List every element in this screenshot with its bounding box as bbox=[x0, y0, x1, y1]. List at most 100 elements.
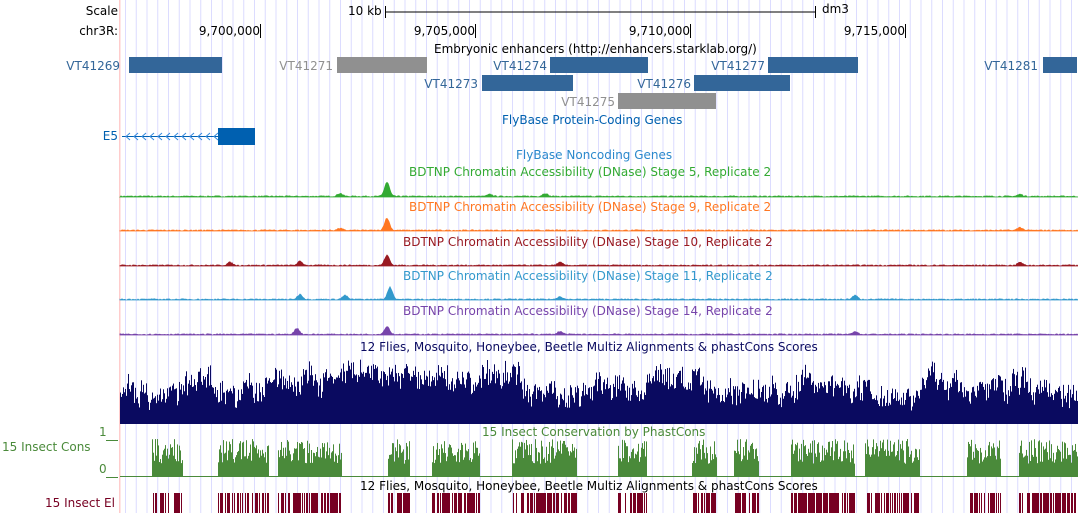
cons-bar bbox=[865, 443, 866, 477]
multiz-bar bbox=[640, 394, 641, 424]
conserved-element bbox=[298, 493, 299, 513]
multiz-bar bbox=[370, 378, 371, 424]
multiz-bar bbox=[538, 390, 539, 424]
multiz-bar bbox=[435, 385, 436, 424]
cons-bar bbox=[277, 476, 278, 477]
conserved-element bbox=[281, 493, 282, 513]
multiz-bar bbox=[992, 379, 993, 424]
enhancer-label[interactable]: VT41281 bbox=[984, 59, 1038, 73]
enhancer-label[interactable]: VT41277 bbox=[711, 59, 765, 73]
track-title-dnase-stage5[interactable]: BDTNP Chromatin Accessibility (DNase) St… bbox=[409, 165, 772, 179]
multiz-bar bbox=[659, 382, 660, 424]
multiz-bar bbox=[475, 382, 476, 424]
cons-bar bbox=[194, 476, 195, 477]
cons-bar bbox=[498, 476, 499, 477]
conserved-element bbox=[1034, 493, 1035, 513]
enhancer-label[interactable]: VT41276 bbox=[637, 77, 691, 91]
cons-bar bbox=[529, 444, 530, 477]
conserved-element bbox=[454, 493, 455, 513]
track-title-elements[interactable]: 12 Flies, Mosquito, Honeybee, Beetle Mul… bbox=[360, 479, 818, 493]
cons-side-label[interactable]: 15 Insect Cons bbox=[2, 440, 91, 454]
cons-bar bbox=[704, 452, 705, 477]
track-title-dnase-stage10[interactable]: BDTNP Chromatin Accessibility (DNase) St… bbox=[403, 235, 773, 249]
cons-bar bbox=[436, 449, 437, 477]
multiz-bar bbox=[149, 409, 150, 424]
multiz-bar bbox=[226, 390, 227, 424]
cons-bar bbox=[941, 476, 942, 477]
cons-bar bbox=[326, 451, 327, 477]
multiz-bar bbox=[682, 366, 683, 424]
cons-bar bbox=[354, 476, 355, 477]
multiz-bar bbox=[474, 390, 475, 424]
cons-bar bbox=[780, 476, 781, 477]
enhancer-label[interactable]: VT41275 bbox=[561, 95, 615, 109]
cons-bar bbox=[601, 476, 602, 477]
conserved-element bbox=[573, 493, 574, 513]
cons-bar bbox=[743, 447, 744, 477]
enhancer-label[interactable]: VT41274 bbox=[493, 59, 547, 73]
cons-bar bbox=[629, 456, 630, 477]
enhancer-label[interactable]: VT41269 bbox=[66, 59, 120, 73]
track-title-enhancers[interactable]: Embryonic enhancers (http://enhancers.st… bbox=[434, 42, 757, 56]
multiz-bar bbox=[379, 383, 380, 424]
cons-bar bbox=[718, 476, 719, 477]
cons-bar bbox=[364, 476, 365, 477]
cons-bar bbox=[202, 476, 203, 477]
track-title-genes[interactable]: FlyBase Protein-Coding Genes bbox=[502, 113, 683, 127]
cons-bar bbox=[180, 450, 181, 477]
cons-bar bbox=[624, 440, 625, 477]
cons-bar bbox=[1036, 456, 1037, 477]
multiz-bar bbox=[189, 380, 190, 424]
gene-label[interactable]: E5 bbox=[102, 129, 118, 143]
multiz-bar bbox=[580, 406, 581, 424]
multiz-bar bbox=[954, 373, 955, 424]
cons-bar bbox=[885, 449, 886, 477]
conserved-element bbox=[297, 493, 298, 513]
conserved-element bbox=[715, 493, 716, 513]
conserved-element bbox=[551, 493, 552, 513]
cons-bar bbox=[626, 446, 627, 477]
multiz-bar bbox=[500, 385, 501, 424]
cons-bar bbox=[880, 440, 881, 477]
multiz-bar bbox=[377, 366, 378, 424]
cons-bar bbox=[488, 476, 489, 477]
cons-bar bbox=[1071, 462, 1072, 477]
cons-bar bbox=[848, 449, 849, 477]
multiz-bar bbox=[401, 373, 402, 424]
elements-side-label[interactable]: 15 Insect El bbox=[45, 496, 115, 510]
cons-bar bbox=[515, 450, 516, 477]
track-title-dnase-stage11[interactable]: BDTNP Chromatin Accessibility (DNase) St… bbox=[403, 269, 773, 283]
conserved-element bbox=[852, 493, 853, 513]
cons-bar bbox=[253, 441, 254, 477]
multiz-bar bbox=[399, 376, 400, 424]
multiz-bar bbox=[684, 388, 685, 424]
multiz-bar bbox=[485, 378, 486, 424]
cons-bar bbox=[906, 441, 907, 477]
cons-bar bbox=[820, 461, 821, 477]
multiz-bar bbox=[436, 372, 437, 424]
track-title-dnase-stage9[interactable]: BDTNP Chromatin Accessibility (DNase) St… bbox=[409, 200, 772, 214]
cons-bar bbox=[286, 455, 287, 477]
multiz-bar bbox=[637, 396, 638, 424]
track-title-multiz[interactable]: 12 Flies, Mosquito, Honeybee, Beetle Mul… bbox=[360, 340, 818, 354]
track-title-dnase-stage14[interactable]: BDTNP Chromatin Accessibility (DNase) St… bbox=[403, 304, 773, 318]
conserved-element bbox=[991, 493, 992, 513]
cons-bar bbox=[511, 476, 512, 477]
multiz-bar bbox=[348, 360, 349, 424]
cons-bar bbox=[604, 476, 605, 477]
multiz-bar bbox=[666, 381, 667, 424]
multiz-bar bbox=[467, 372, 468, 424]
multiz-bar bbox=[382, 386, 383, 424]
multiz-bar bbox=[996, 390, 997, 424]
track-title-cons[interactable]: 15 Insect Conservation by PhastCons bbox=[482, 425, 706, 439]
cons-bar bbox=[190, 476, 191, 477]
enhancer-label[interactable]: VT41271 bbox=[279, 59, 333, 73]
conserved-element bbox=[234, 493, 235, 513]
cons-bar bbox=[379, 476, 380, 477]
multiz-bar bbox=[332, 377, 333, 424]
conserved-element bbox=[754, 493, 755, 513]
track-title-noncoding[interactable]: FlyBase Noncoding Genes bbox=[516, 148, 673, 162]
multiz-bar bbox=[381, 371, 382, 424]
enhancer-label[interactable]: VT41273 bbox=[424, 77, 478, 91]
